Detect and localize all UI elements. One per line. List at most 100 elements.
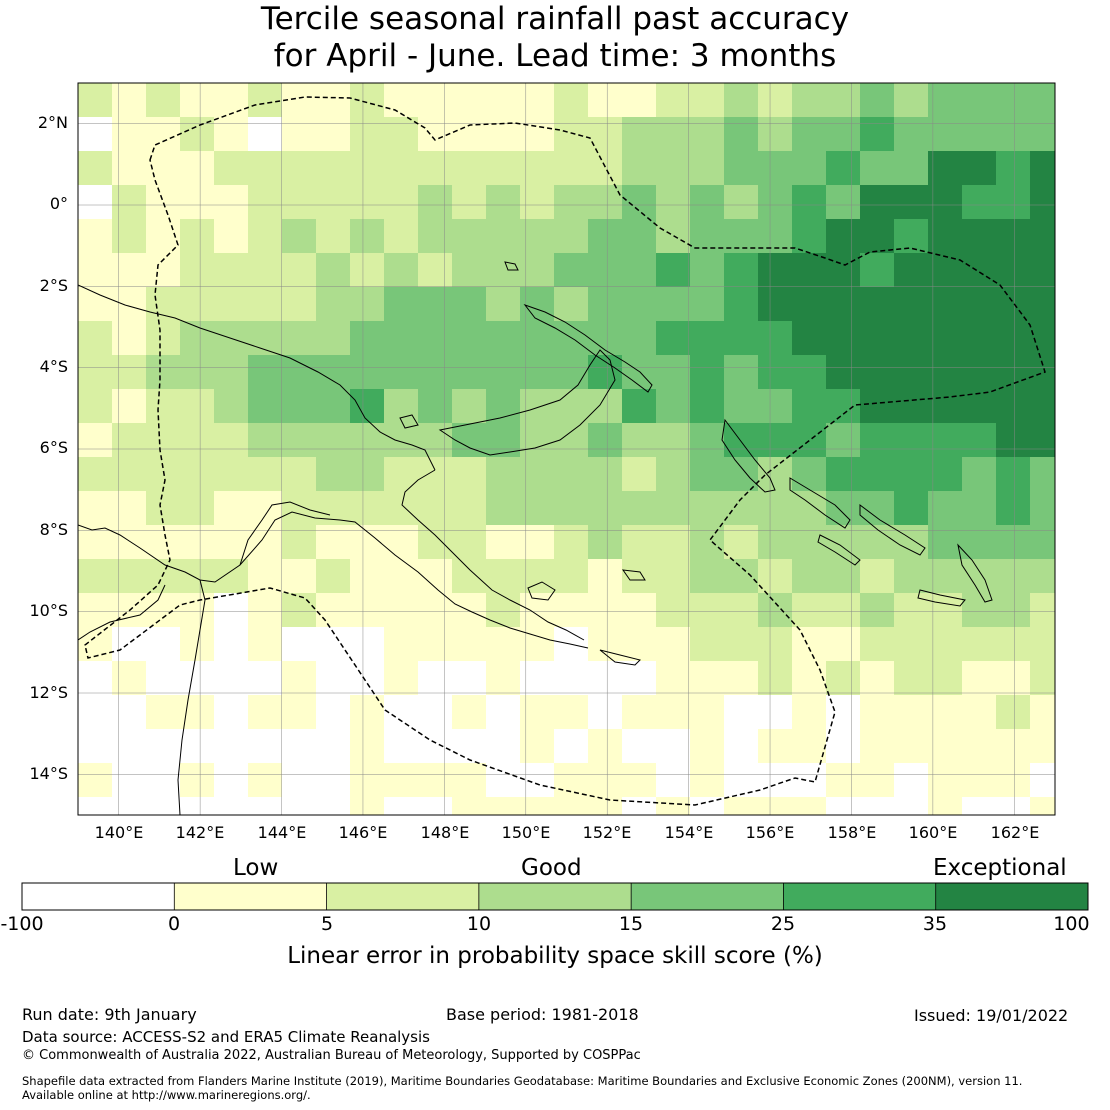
grid-cell — [214, 559, 249, 594]
grid-cell — [180, 185, 215, 220]
grid-cell — [758, 661, 793, 696]
grid-cell — [996, 219, 1031, 254]
grid-cell — [894, 423, 929, 458]
grid-cell — [724, 151, 759, 186]
graticule — [78, 83, 1055, 815]
grid-cell — [792, 559, 827, 594]
grid-cell — [928, 117, 963, 152]
grid-cell — [248, 83, 283, 118]
grid-cell — [146, 423, 181, 458]
grid-cell — [826, 457, 861, 492]
grid-cell — [826, 763, 861, 798]
grid-cell — [248, 729, 283, 764]
grid-cell — [928, 287, 963, 322]
grid-cell — [622, 627, 657, 662]
grid-cell — [486, 491, 521, 526]
grid-cell — [758, 321, 793, 356]
colorbar-frame — [21, 882, 1089, 911]
grid-cell — [78, 219, 113, 254]
grid-cell — [282, 661, 317, 696]
grid-cell — [962, 355, 997, 390]
grid-cell — [78, 457, 113, 492]
grid-cell — [316, 729, 351, 764]
grid-cell — [588, 219, 623, 254]
grid-cell — [350, 457, 385, 492]
grid-cell — [894, 389, 929, 424]
skill-score-grid — [78, 83, 1055, 815]
grid-cell — [248, 355, 283, 390]
grid-cell — [860, 389, 895, 424]
grid-cell — [860, 117, 895, 152]
solomon-islands-4 — [917, 589, 966, 607]
grid-cell — [282, 151, 317, 186]
lon-tick: 144°E — [257, 823, 307, 842]
title-line-1: Tercile seasonal rainfall past accuracy — [260, 1, 850, 37]
papuan-peninsula — [401, 469, 585, 641]
grid-cell — [418, 389, 453, 424]
grid-cell — [452, 661, 487, 696]
grid-cell — [826, 525, 861, 560]
grid-cell — [758, 151, 793, 186]
grid-cell — [350, 219, 385, 254]
grid-cell — [486, 117, 521, 152]
grid-cell — [180, 491, 215, 526]
grid-cell — [418, 491, 453, 526]
grid-cell — [758, 457, 793, 492]
grid-cell — [622, 763, 657, 798]
grid-cell — [214, 151, 249, 186]
grid-cell — [588, 151, 623, 186]
grid-cell — [214, 695, 249, 730]
colorbar-tick: 35 — [922, 913, 948, 935]
grid-cell — [350, 423, 385, 458]
grid-cell — [112, 185, 147, 220]
grid-cell — [1030, 627, 1055, 662]
grid-cell — [180, 253, 215, 288]
grid-cell — [656, 661, 691, 696]
grid-cell — [112, 287, 147, 322]
grid-cell — [78, 355, 113, 390]
grid-cell — [554, 593, 589, 628]
grid-cell — [418, 763, 453, 798]
grid-cell — [384, 763, 419, 798]
grid-cell — [656, 627, 691, 662]
grid-cell — [384, 593, 419, 628]
grid-cell — [214, 627, 249, 662]
grid-cell — [996, 627, 1031, 662]
grid-cell — [792, 355, 827, 390]
grid-cell — [554, 525, 589, 560]
grid-cell — [78, 389, 113, 424]
grid-cell — [214, 763, 249, 798]
shapefile-credit-1: Shapefile data extracted from Flanders M… — [22, 1074, 1023, 1088]
dentrecasteaux — [527, 581, 556, 601]
grid-cell — [962, 763, 997, 798]
grid-cell — [350, 321, 385, 356]
grid-cell — [554, 219, 589, 254]
grid-cell — [248, 627, 283, 662]
grid-cell — [860, 253, 895, 288]
grid-cell — [214, 389, 249, 424]
grid-cell — [248, 389, 283, 424]
grid-cell — [724, 593, 759, 628]
grid-cell — [418, 627, 453, 662]
grid-cell — [146, 797, 181, 815]
grid-cell — [316, 321, 351, 356]
grid-cell — [248, 219, 283, 254]
grid-cell — [78, 185, 113, 220]
grid-cell — [724, 559, 759, 594]
grid-cell — [758, 695, 793, 730]
grid-cell — [860, 219, 895, 254]
grid-cell — [112, 763, 147, 798]
grid-cell — [452, 83, 487, 118]
grid-cell — [1030, 525, 1055, 560]
grid-cell — [146, 287, 181, 322]
lon-tick: 140°E — [94, 823, 144, 842]
grid-cell — [758, 525, 793, 560]
grid-cell — [282, 389, 317, 424]
grid-cell — [146, 763, 181, 798]
grid-cell — [1030, 559, 1055, 594]
grid-cell — [554, 355, 589, 390]
grid-cell — [962, 559, 997, 594]
grid-cell — [928, 491, 963, 526]
grid-cell — [1030, 593, 1055, 628]
